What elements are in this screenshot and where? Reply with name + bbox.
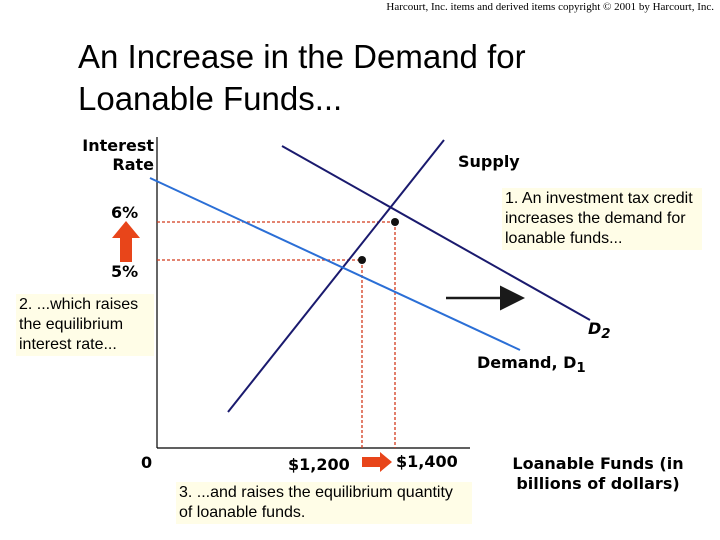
- demand-d1-label-sub: 1: [576, 361, 586, 377]
- copyright-notice: Harcourt, Inc. items and derived items c…: [386, 1, 714, 13]
- demand-d2-label: D2: [588, 319, 611, 342]
- demand-d1-curve: [149, 177, 521, 351]
- demand-d2-label-text: D: [588, 319, 602, 338]
- equilibrium-point-initial: [358, 256, 366, 264]
- demand-d1-label-text: Demand, D: [477, 353, 577, 372]
- y-axis-label: Interest Rate: [82, 136, 154, 174]
- demand-d2-label-sub: 2: [601, 327, 611, 343]
- x-tick-1400-label: $1,400: [396, 452, 458, 471]
- slide-title-line2: Loanable Funds...: [78, 80, 343, 117]
- y-tick-5-label: 5%: [111, 262, 139, 281]
- x-tick-1200-label: $1,200: [288, 455, 350, 474]
- slide-title-line1: An Increase in the Demand for: [78, 38, 526, 75]
- quantity-increase-arrow-icon: [362, 452, 392, 472]
- rate-increase-arrow-icon: [112, 221, 140, 262]
- equilibrium-point-new: [391, 218, 399, 226]
- annotation-investment-credit: 1. An investment tax credit increases th…: [502, 188, 702, 250]
- demand-d1-label: Demand, D1: [477, 353, 586, 376]
- annotation-raises-rate: 2. ...which raises the equilibrium inter…: [16, 294, 154, 356]
- demand-d2-curve: [281, 145, 591, 321]
- y-tick-6-label: 6%: [111, 203, 139, 222]
- supply-curve-label: Supply: [458, 152, 520, 171]
- annotation-raises-quantity: 3. ...and raises the equilibrium quantit…: [176, 482, 472, 524]
- supply-curve: [227, 139, 445, 413]
- slide-title: An Increase in the Demand for Loanable F…: [78, 36, 638, 120]
- x-axis-label: Loanable Funds (in billions of dollars): [512, 454, 684, 493]
- origin-label: 0: [141, 453, 153, 472]
